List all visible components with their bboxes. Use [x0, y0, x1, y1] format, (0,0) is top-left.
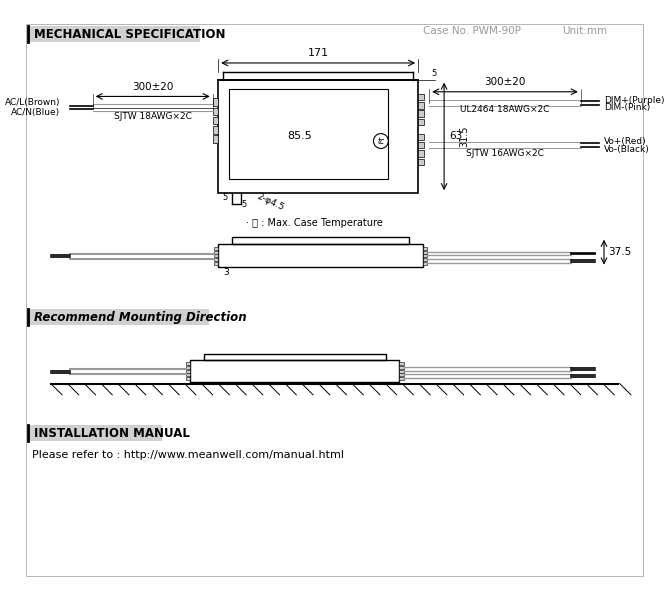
Bar	[27, 26, 200, 41]
Bar	[212, 107, 218, 115]
Text: Vo+(Red): Vo+(Red)	[604, 137, 647, 146]
Bar	[186, 366, 190, 369]
Text: 63: 63	[449, 131, 462, 142]
Bar	[418, 94, 423, 100]
Text: SJTW 18AWG×2C: SJTW 18AWG×2C	[114, 112, 192, 121]
Bar	[186, 377, 190, 380]
Text: DIM+(Purple): DIM+(Purple)	[604, 95, 665, 104]
Text: 5: 5	[431, 69, 436, 78]
Text: Vo-(Black): Vo-(Black)	[604, 145, 650, 154]
Text: 5: 5	[222, 193, 228, 202]
Bar	[423, 262, 427, 265]
Bar	[418, 142, 423, 148]
Bar	[399, 370, 404, 373]
Bar	[212, 136, 218, 143]
Bar	[399, 362, 404, 365]
Bar	[423, 251, 427, 254]
Text: Recommend Mounting Direction: Recommend Mounting Direction	[34, 311, 247, 324]
Bar	[423, 247, 427, 250]
Text: 3: 3	[223, 268, 228, 277]
Bar	[418, 134, 423, 140]
Text: Please refer to : http://www.meanwell.com/manual.html: Please refer to : http://www.meanwell.co…	[32, 450, 344, 460]
Text: 2-φ4.5: 2-φ4.5	[255, 191, 285, 212]
Text: Case No. PWM-90P: Case No. PWM-90P	[423, 26, 521, 36]
Text: MECHANICAL SPECIFICATION: MECHANICAL SPECIFICATION	[34, 28, 226, 41]
Bar	[218, 244, 423, 268]
Text: DIM-(Pink): DIM-(Pink)	[604, 103, 651, 112]
Bar	[418, 151, 423, 157]
Bar	[214, 247, 218, 250]
Bar	[399, 373, 404, 376]
Bar	[190, 361, 399, 382]
Text: 5: 5	[241, 200, 247, 209]
Text: 171: 171	[308, 49, 329, 58]
Text: UL2464 18AWG×2C: UL2464 18AWG×2C	[460, 105, 549, 114]
Bar	[232, 237, 409, 244]
Text: AC/L(Brown): AC/L(Brown)	[5, 98, 60, 107]
Bar	[229, 89, 389, 179]
Bar	[399, 366, 404, 369]
Bar	[186, 362, 190, 365]
Text: 31.5: 31.5	[459, 125, 469, 147]
Text: AC/N(Blue): AC/N(Blue)	[11, 108, 60, 117]
Bar	[218, 80, 418, 193]
Bar	[423, 258, 427, 261]
Bar	[423, 254, 427, 257]
Bar	[214, 254, 218, 257]
Text: INSTALLATION MANUAL: INSTALLATION MANUAL	[34, 427, 190, 440]
Bar	[186, 370, 190, 373]
Bar	[214, 258, 218, 261]
Text: 300±20: 300±20	[484, 77, 526, 87]
Bar	[212, 126, 218, 134]
Text: tc: tc	[377, 137, 385, 146]
Text: SJTW 16AWG×2C: SJTW 16AWG×2C	[466, 149, 544, 158]
Bar	[214, 262, 218, 265]
Bar	[186, 373, 190, 376]
Bar	[418, 110, 423, 117]
Bar	[418, 159, 423, 165]
Bar	[204, 354, 385, 361]
Text: 85.5: 85.5	[287, 131, 312, 142]
Text: · Ⓣ : Max. Case Temperature: · Ⓣ : Max. Case Temperature	[246, 218, 383, 227]
Bar	[27, 425, 162, 441]
Bar	[214, 251, 218, 254]
Bar	[212, 98, 218, 106]
Text: 37.5: 37.5	[608, 247, 632, 257]
Bar	[399, 377, 404, 380]
Text: Unit:mm: Unit:mm	[562, 26, 607, 36]
Bar	[418, 102, 423, 109]
Bar	[27, 309, 209, 325]
Bar	[418, 119, 423, 125]
Bar	[212, 117, 218, 124]
Text: 300±20: 300±20	[132, 82, 174, 92]
